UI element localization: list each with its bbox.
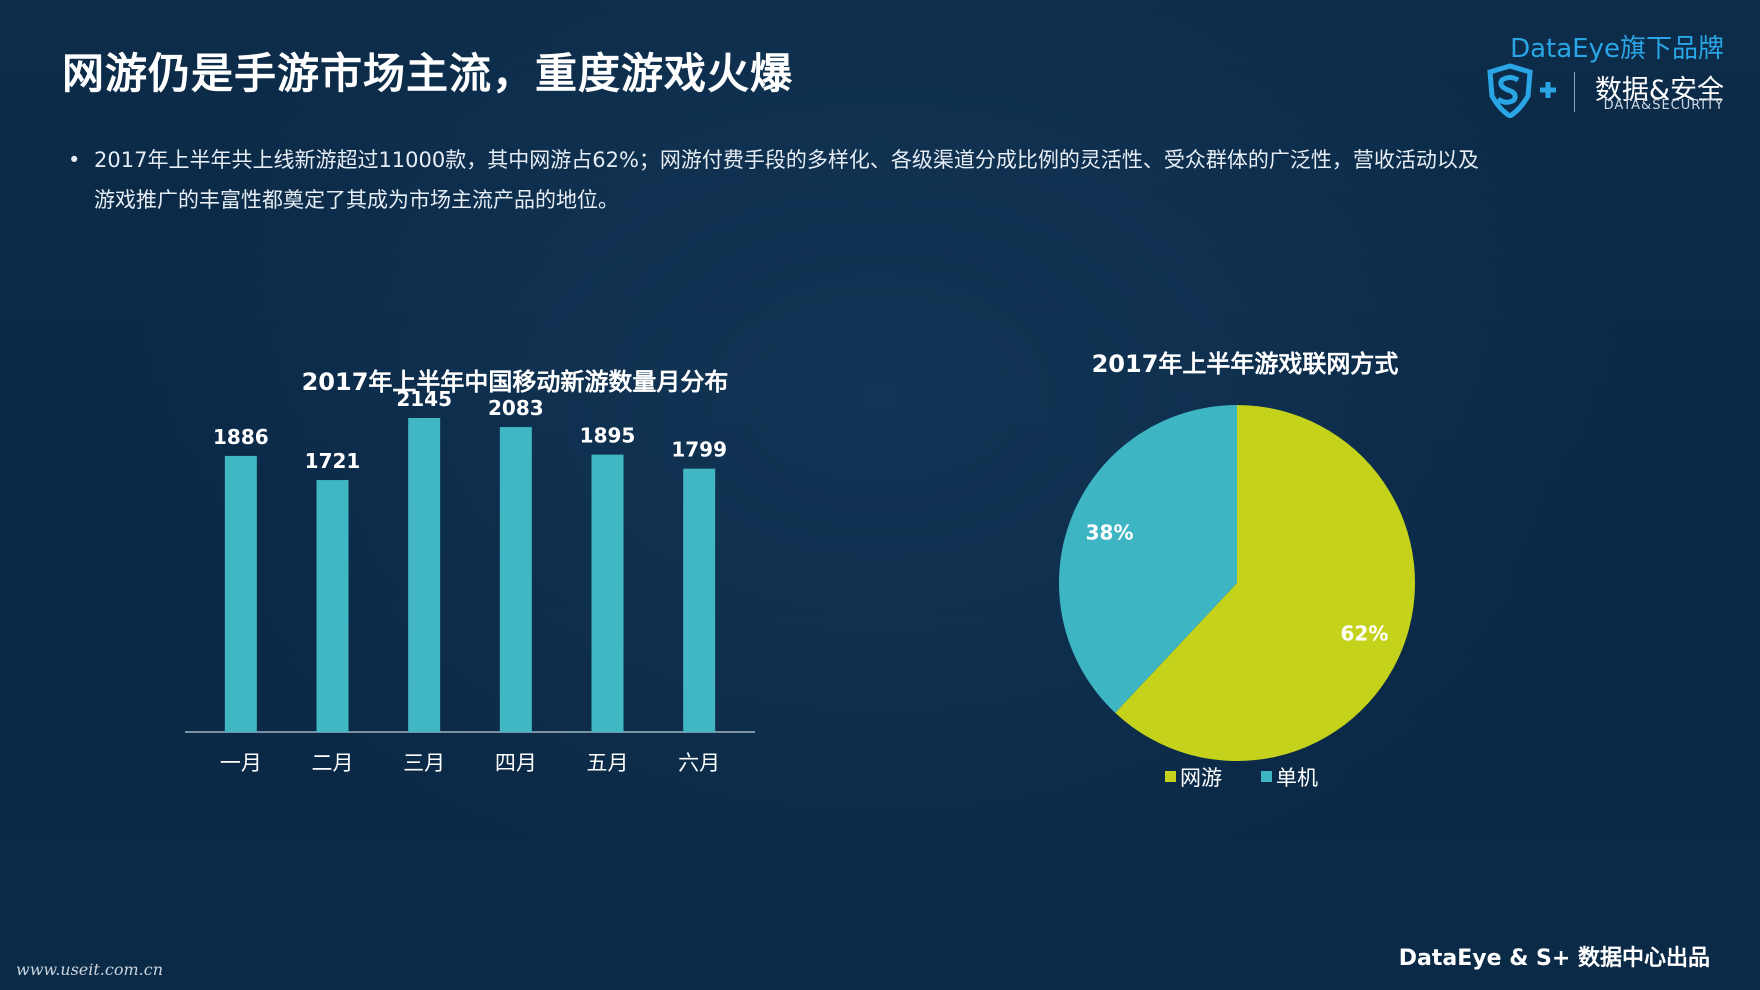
brand-top-label: DataEye旗下品牌 — [1510, 34, 1724, 64]
brand-block: DataEye旗下品牌 数据&安全 DATA&SECURITY — [1484, 28, 1724, 118]
legend-label: 单机 — [1276, 766, 1318, 790]
source-watermark: www.useit.com.cn — [16, 960, 164, 979]
x-tick-label: 四月 — [495, 751, 537, 775]
summary-text: 2017年上半年共上线新游超过11000款，其中网游占62%；网游付费手段的多样… — [94, 148, 1479, 212]
x-tick-label: 二月 — [312, 751, 354, 775]
footer-credit: DataEye & S+ 数据中心出品 — [1398, 946, 1710, 971]
pie-value-label: 38% — [1086, 521, 1134, 545]
network-mode-pie-chart: 2017年上半年游戏联网方式 62% 38% 网游 单机 — [1059, 350, 1415, 790]
bar-value-label: 1799 — [671, 438, 727, 462]
x-tick-label: 六月 — [678, 751, 720, 775]
legend-swatch — [1261, 771, 1272, 782]
shield-s-plus-icon — [1487, 63, 1556, 118]
bar-value-label: 2145 — [396, 387, 452, 411]
bar-value-label: 1721 — [305, 449, 361, 473]
bar-2 — [316, 480, 349, 732]
bar-1 — [224, 455, 257, 732]
pie-slice-1 — [1115, 405, 1415, 761]
page-title: 网游仍是手游市场主流，重度游戏火爆 — [62, 49, 794, 98]
bar-value-label: 1895 — [580, 424, 636, 448]
monthly-new-games-bar-chart: 2017年上半年中国移动新游数量月分布 1886 一月 1721 二月 2145 三月 208… — [185, 368, 755, 775]
brand-separator — [1574, 72, 1575, 112]
legend-swatch — [1165, 771, 1176, 782]
bar-6 — [683, 468, 716, 732]
summary-bullet: • 2017年上半年共上线新游超过11000款，其中网游占62%；网游付费手段的… — [68, 140, 1498, 220]
pie-slice-2 — [1059, 405, 1237, 713]
pie-value-label: 62% — [1340, 621, 1388, 645]
bar-value-label: 2083 — [488, 396, 544, 420]
pie-chart-title: 2017年上半年游戏联网方式 — [1092, 350, 1399, 378]
bullet-dot: • — [68, 148, 81, 172]
bar-chart-title: 2017年上半年中国移动新游数量月分布 — [302, 368, 729, 396]
bar-value-label: 1886 — [213, 425, 269, 449]
brand-name-cn: 数据&安全 — [1594, 75, 1724, 106]
legend-label: 网游 — [1180, 766, 1222, 790]
bar-4 — [499, 427, 532, 732]
brand-name-en: DATA&SECURITY — [1603, 98, 1724, 113]
bar-3 — [408, 418, 441, 732]
x-tick-label: 三月 — [403, 751, 445, 775]
bar-5 — [591, 454, 624, 732]
x-tick-label: 五月 — [587, 751, 629, 775]
x-tick-label: 一月 — [220, 751, 262, 775]
